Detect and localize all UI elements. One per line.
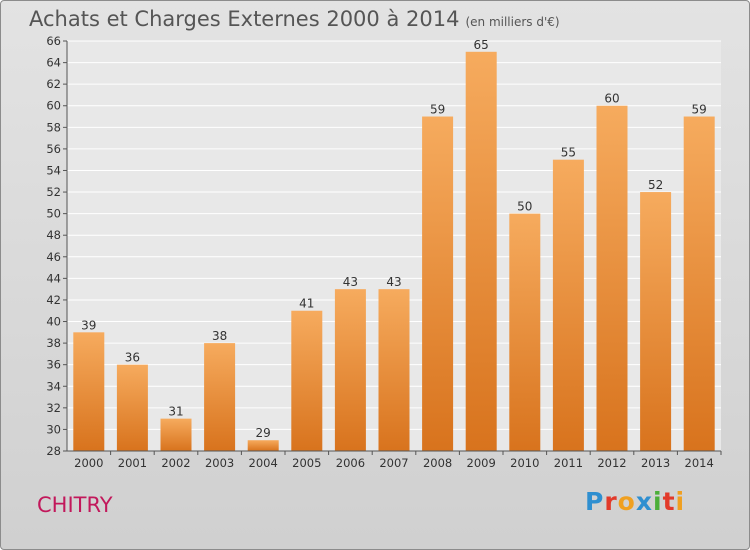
logo-letter: r	[604, 487, 618, 516]
y-tick-label: 30	[46, 422, 61, 436]
x-tick-label: 2009	[467, 456, 496, 470]
x-tick-label: 2003	[205, 456, 234, 470]
chart-title: Achats et Charges Externes 2000 à 2014 (e…	[29, 7, 560, 31]
proxiti-logo[interactable]: Proxiti	[585, 487, 685, 516]
logo-letter: o	[617, 487, 636, 516]
bar-2003[interactable]	[204, 343, 236, 451]
bar-2011[interactable]	[552, 159, 584, 451]
y-tick-label: 46	[46, 250, 61, 264]
y-tick-label: 36	[46, 358, 61, 372]
logo-letter: i	[675, 487, 686, 516]
data-label-2006: 43	[343, 275, 358, 289]
x-tick-label: 2011	[554, 456, 583, 470]
y-tick-label: 62	[46, 77, 61, 91]
bar-2001[interactable]	[116, 364, 148, 451]
y-tick-label: 66	[46, 34, 61, 48]
logo-letter: t	[662, 487, 676, 516]
data-label-2003: 38	[212, 329, 227, 343]
data-label-2002: 31	[168, 405, 183, 419]
y-tick-label: 42	[46, 293, 61, 307]
bar-2010[interactable]	[509, 213, 541, 451]
bar-2004[interactable]	[247, 440, 279, 451]
x-tick-label: 2012	[597, 456, 626, 470]
bar-2013[interactable]	[640, 192, 672, 452]
y-tick-label: 50	[46, 207, 61, 221]
bar-2012[interactable]	[596, 105, 628, 451]
y-tick-label: 40	[46, 315, 61, 329]
data-label-2014: 59	[692, 103, 707, 117]
x-tick-label: 2004	[249, 456, 278, 470]
data-label-2001: 36	[125, 351, 140, 365]
x-tick-label: 2008	[423, 456, 452, 470]
bar-2005[interactable]	[291, 310, 323, 451]
town-name: CHITRY	[37, 493, 113, 517]
y-tick-label: 28	[46, 444, 61, 458]
y-tick-label: 44	[46, 271, 61, 285]
bar-2002[interactable]	[160, 418, 192, 451]
bar-2009[interactable]	[465, 51, 497, 451]
x-tick-label: 2005	[292, 456, 321, 470]
y-tick-label: 38	[46, 336, 61, 350]
y-tick-label: 58	[46, 120, 61, 134]
x-tick-label: 2007	[379, 456, 408, 470]
data-label-2008: 59	[430, 103, 445, 117]
title-unit: (en milliers d'€)	[465, 15, 560, 29]
data-label-2009: 65	[474, 38, 489, 52]
x-tick-label: 2000	[74, 456, 103, 470]
y-tick-label: 54	[46, 163, 61, 177]
data-label-2012: 60	[604, 92, 619, 106]
bar-2006[interactable]	[334, 289, 366, 451]
x-tick-label: 2014	[685, 456, 714, 470]
y-tick-label: 48	[46, 228, 61, 242]
y-tick-label: 34	[46, 379, 61, 393]
logo-letter: i	[653, 487, 663, 516]
data-label-2007: 43	[386, 275, 401, 289]
data-label-2000: 39	[81, 318, 96, 332]
logo-letter: x	[635, 487, 653, 516]
x-tick-label: 2001	[118, 456, 147, 470]
data-label-2011: 55	[561, 146, 576, 160]
y-tick-label: 60	[46, 99, 61, 113]
bar-2014[interactable]	[683, 116, 715, 452]
y-tick-label: 52	[46, 185, 61, 199]
bar-2008[interactable]	[422, 116, 454, 452]
data-label-2010: 50	[517, 200, 532, 214]
data-label-2005: 41	[299, 297, 314, 311]
x-tick-label: 2013	[641, 456, 670, 470]
title-text: Achats et Charges Externes 2000 à 2014	[29, 7, 460, 31]
y-tick-label: 56	[46, 142, 61, 156]
x-tick-label: 2010	[510, 456, 539, 470]
y-tick-label: 64	[46, 56, 61, 70]
logo-letter: P	[585, 487, 605, 516]
bar-2007[interactable]	[378, 289, 410, 451]
data-label-2004: 29	[256, 426, 271, 440]
x-tick-label: 2006	[336, 456, 365, 470]
y-tick-label: 32	[46, 401, 61, 415]
x-tick-label: 2002	[161, 456, 190, 470]
bar-2000[interactable]	[73, 332, 105, 451]
data-label-2013: 52	[648, 178, 663, 192]
